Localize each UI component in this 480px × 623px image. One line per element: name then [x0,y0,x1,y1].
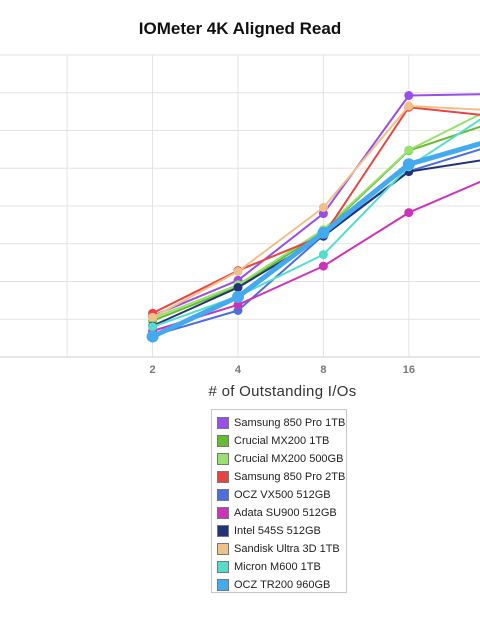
chart-plot-area: 2 4 8 16 [0,54,480,376]
data-point [404,91,414,100]
data-point [318,261,328,271]
data-point [233,300,243,310]
data-point [148,322,158,332]
legend-label: Sandisk Ultra 3D 1TB [234,543,340,555]
legend-swatch [217,489,229,501]
chart-title: IOMeter 4K Aligned Read [138,19,342,38]
legend-swatch [217,561,229,573]
data-point [318,203,328,212]
series [146,141,480,343]
legend-item: Crucial MX200 1TB [217,432,346,450]
legend-item: Samsung 850 Pro 2TB [217,468,346,486]
legend-swatch [217,453,229,465]
legend: Samsung 850 Pro 1TB Crucial MX200 1TB Cruc… [211,409,347,593]
legend-label: Adata SU900 512GB [234,507,337,519]
x-tick-label: 4 [235,364,242,376]
legend-item: Samsung 850 Pro 1TB [217,414,346,432]
x-axis-label: # of Outstanding I/Os [208,383,357,400]
legend-item: Micron M600 1TB [217,558,346,576]
legend-label: Intel 545S 512GB [234,525,321,537]
legend-label: Crucial MX200 500GB [234,453,344,465]
legend-label: OCZ VX500 512GB [234,489,331,501]
legend-swatch [217,471,229,483]
legend-swatch [217,525,229,537]
series-lines [146,91,480,343]
series-line [152,180,480,332]
legend-label: Samsung 850 Pro 2TB [234,471,346,483]
data-point [146,330,159,343]
series [148,91,480,321]
legend-item: OCZ VX500 512GB [217,486,346,504]
data-point [318,250,328,260]
x-tick-label: 2 [150,364,156,376]
legend-label: Micron M600 1TB [234,561,321,573]
legend-swatch [217,579,229,591]
data-point [404,101,414,111]
series-line [152,93,480,317]
legend-swatch [217,417,229,429]
legend-label: Crucial MX200 1TB [234,435,330,447]
legend-label: OCZ TR200 960GB [234,579,331,591]
data-point [317,226,330,239]
data-point [404,145,414,155]
data-point [233,283,243,292]
data-point [148,312,158,322]
x-tick-label: 16 [403,364,415,376]
legend-item: Adata SU900 512GB [217,504,346,522]
legend-item: OCZ TR200 960GB [217,576,346,594]
legend-swatch [217,543,229,555]
legend-swatch [217,507,229,519]
legend-swatch [217,435,229,447]
series [148,101,480,322]
x-tick-labels: 2 4 8 16 [150,364,415,376]
data-point [404,208,414,218]
data-point [233,267,243,276]
data-point [402,158,415,171]
legend-item: Sandisk Ultra 3D 1TB [217,540,346,558]
legend-item: Crucial MX200 500GB [217,450,346,468]
data-point [232,290,244,303]
legend-item: Intel 545S 512GB [217,522,346,540]
x-tick-label: 8 [320,364,326,376]
series-line [152,105,480,319]
legend-label: Samsung 850 Pro 1TB [234,417,346,429]
series [148,102,480,318]
